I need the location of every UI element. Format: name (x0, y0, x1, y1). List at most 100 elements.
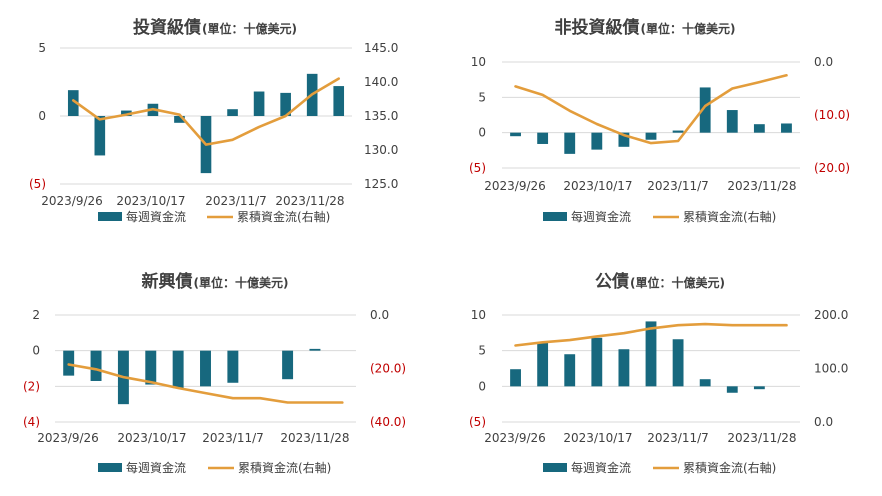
x-tick-label: 2023/11/7 (202, 431, 264, 445)
y-right-tick-label: 0.0 (814, 55, 833, 69)
y-left-tick-label: 0 (478, 379, 486, 393)
chart-panel-4: 公債(單位：十億美元) 10 5 0 (5) 200.0 100.0 0.0 2023/9/26… (469, 271, 848, 475)
y-right-tick-label: 135.0 (364, 109, 398, 123)
y-left-tick-label: 0 (478, 126, 486, 140)
line-cumulative-flow (67, 363, 344, 404)
bar-weekly-flow (781, 123, 792, 133)
y-left-tick-label: (2) (23, 379, 40, 393)
bar-weekly-flow (510, 369, 521, 387)
y-right-tick-label: 0.0 (370, 308, 389, 322)
y-left-tick-label: 10 (471, 308, 486, 322)
bar-weekly-flow (63, 350, 75, 376)
y-right-tick-label: 125.0 (364, 177, 398, 191)
x-tick-label: 2023/9/26 (484, 431, 546, 445)
x-tick-label: 2023/9/26 (37, 431, 99, 445)
legend-label: 累積資金流(右軸) (683, 460, 776, 475)
chart-title: 新興債(單位：十億美元) (142, 271, 289, 292)
bar-weekly-flow (227, 109, 238, 116)
bar-weekly-flow (753, 124, 765, 133)
y-left-tick-label: 2 (32, 308, 40, 322)
x-tick-label: 2023/11/7 (647, 179, 709, 193)
chart-title: 非投資級債(單位：十億美元) (555, 17, 736, 38)
bar-weekly-flow (94, 116, 106, 156)
bar-weekly-flow (618, 349, 630, 387)
bar-weekly-flow (591, 132, 603, 150)
x-tick-label: 2023/11/28 (275, 194, 344, 208)
legend-label: 每週資金流 (571, 209, 631, 224)
legend-label: 累積資金流(右軸) (683, 209, 776, 224)
y-left-tick-label: (4) (23, 415, 40, 429)
bar-weekly-flow (726, 110, 738, 133)
y-left-tick-label: 5 (478, 90, 486, 104)
y-left-tick-label: 0 (38, 109, 46, 123)
bar-weekly-flow (227, 350, 239, 383)
bar-weekly-flow (510, 132, 521, 137)
chart-title: 投資級債(單位：十億美元) (133, 17, 297, 38)
bar-weekly-flow (282, 350, 294, 380)
bar-weekly-flow (537, 132, 549, 144)
bar-weekly-flow (726, 386, 738, 393)
bar-weekly-flow (699, 87, 711, 133)
legend-label: 累積資金流(右軸) (238, 460, 331, 475)
x-tick-label: 2023/10/17 (563, 431, 632, 445)
legend-label: 每週資金流 (126, 209, 186, 224)
legend-label: 累積資金流(右軸) (237, 209, 330, 224)
x-tick-label: 2023/11/28 (280, 431, 349, 445)
y-left-tick-label: 5 (38, 41, 46, 55)
legend: 每週資金流 累積資金流(右軸) (98, 209, 330, 224)
bar-weekly-flow (67, 90, 79, 116)
bar-weekly-flow (672, 339, 684, 387)
y-right-tick-label: 0.0 (814, 415, 833, 429)
chart-panel-2: 非投資級債(單位：十億美元) 10 5 0 (5) 0.0 (10.0) (20.0) 2023… (469, 17, 850, 224)
y-right-tick-label: 200.0 (814, 308, 848, 322)
bar-weekly-flow (253, 91, 265, 116)
x-tick-label: 2023/11/7 (647, 431, 709, 445)
y-right-tick-label: (20.0) (370, 362, 406, 376)
bar-weekly-flow (121, 110, 132, 116)
bar-weekly-flow (753, 386, 765, 390)
y-left-tick-label: (5) (469, 161, 486, 175)
y-left-tick-label: (5) (469, 415, 486, 429)
chart-panel-1: 投資級債(單位：十億美元) 5 0 (5) 145.0 140.0 135.0 130.0 12… (29, 17, 398, 224)
bar-weekly-flow (280, 92, 291, 116)
bar-weekly-flow (90, 350, 102, 381)
legend-swatch-bar (543, 463, 567, 472)
bar-weekly-flow (645, 132, 657, 140)
x-tick-label: 2023/10/17 (117, 431, 186, 445)
legend-swatch-bar (98, 212, 122, 221)
x-tick-label: 2023/9/26 (41, 194, 103, 208)
chart-title: 公債(單位：十億美元) (595, 271, 725, 292)
legend: 每週資金流 累積資金流(右軸) (98, 460, 331, 475)
y-right-tick-label: 140.0 (364, 75, 398, 89)
y-right-tick-label: (10.0) (814, 108, 850, 122)
chart-panel-3: 新興債(單位：十億美元) 2 0 (2) (4) 0.0 (20.0) (40.0) 2023/… (23, 271, 406, 475)
x-tick-label: 2023/10/17 (563, 179, 632, 193)
bar-weekly-flow (672, 130, 684, 133)
line-cumulative-flow (72, 77, 341, 146)
bar-weekly-flow (564, 354, 576, 387)
legend-swatch-bar (543, 212, 567, 221)
bar-weekly-flow (537, 342, 549, 387)
y-right-tick-label: 130.0 (364, 143, 398, 157)
bar-weekly-flow (333, 86, 345, 116)
bar-weekly-flow (309, 348, 321, 351)
x-tick-label: 2023/10/17 (116, 194, 185, 208)
legend: 每週資金流 累積資金流(右軸) (543, 209, 776, 224)
x-tick-label: 2023/11/7 (205, 194, 267, 208)
bar-weekly-flow (172, 350, 184, 389)
y-right-tick-label: (20.0) (814, 161, 850, 175)
legend-swatch-bar (98, 463, 122, 472)
x-tick-label: 2023/11/28 (727, 179, 796, 193)
x-tick-label: 2023/11/28 (727, 431, 796, 445)
bar-weekly-flow (591, 337, 603, 387)
bar-weekly-flow (564, 132, 576, 154)
line-cumulative-flow (514, 74, 788, 145)
bar-weekly-flow (145, 350, 157, 385)
y-left-tick-label: 5 (478, 344, 486, 358)
y-right-tick-label: 145.0 (364, 41, 398, 55)
line-cumulative-flow (514, 322, 788, 347)
y-right-tick-label: (40.0) (370, 415, 406, 429)
bar-weekly-flow (200, 350, 211, 387)
y-left-tick-label: 10 (471, 55, 486, 69)
